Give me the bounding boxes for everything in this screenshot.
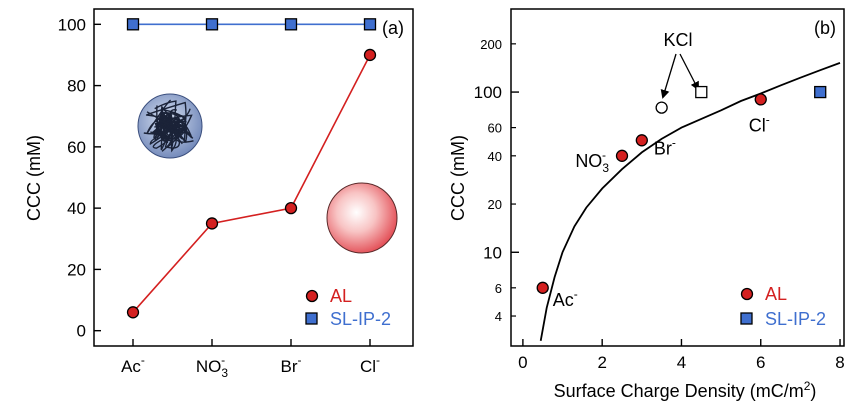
polymer-coated-particle-illustration xyxy=(137,93,203,159)
kcl-point xyxy=(655,101,668,114)
data-point xyxy=(205,217,219,230)
panel-a-series xyxy=(126,18,377,319)
x-tick-label: 6 xyxy=(756,353,765,372)
y-minor-tick-label: 60 xyxy=(488,121,502,136)
data-point-label: Ac- xyxy=(553,287,578,310)
legend-b-slip2-label: SL-IP-2 xyxy=(765,309,826,329)
legend-al-marker xyxy=(305,289,319,303)
panel-b-y-axis: 10 100 4 6 20 40 60 200 xyxy=(474,37,519,324)
panel-b-x-axis-title: Surface Charge Density (mC/m2) xyxy=(554,379,817,401)
x-tick-label: 8 xyxy=(835,353,844,372)
x-tick-label: 0 xyxy=(518,353,527,372)
y-tick-label: 20 xyxy=(67,260,86,279)
legend-b-slip2-marker xyxy=(740,312,753,325)
data-point-label: NO3- xyxy=(575,148,609,175)
panel-a-legend: AL SL-IP-2 xyxy=(305,286,391,329)
data-point xyxy=(284,201,298,215)
panel-b-series xyxy=(536,85,827,294)
legend-b-al-marker xyxy=(740,287,754,301)
legend-b-al-label: AL xyxy=(765,284,787,304)
y-minor-tick-label: 20 xyxy=(488,197,502,212)
kcl-arrow-left xyxy=(660,53,677,99)
bare-particle-illustration xyxy=(326,182,398,254)
fit-curve xyxy=(539,62,841,341)
panel-a-y-axis-title: CCC (mM) xyxy=(24,135,44,221)
x-tick-label: Br- xyxy=(281,353,302,376)
panel-a-frame xyxy=(93,8,414,347)
x-tick-label: NO3- xyxy=(196,353,229,380)
data-point-label: Br- xyxy=(654,135,676,158)
y-minor-tick-label: 200 xyxy=(480,37,502,52)
panel-a-x-axis: Ac- NO3- Br- Cl- xyxy=(121,339,380,380)
kcl-label: KCl xyxy=(663,30,692,50)
x-tick-label: Ac- xyxy=(121,353,145,376)
data-point xyxy=(205,18,219,31)
kcl-annotation: KCl xyxy=(660,30,699,99)
y-minor-tick-label: 4 xyxy=(495,309,502,324)
panel-b: (b) CCC (mM) Surface Charge Density (mC/… xyxy=(448,8,845,401)
kcl-arrow-right xyxy=(679,53,699,91)
kcl-point xyxy=(695,85,708,99)
data-point-label: Cl- xyxy=(749,112,770,135)
y-minor-tick-label: 40 xyxy=(488,149,502,164)
data-point xyxy=(126,306,140,319)
y-tick-label: 100 xyxy=(58,15,86,34)
data-point xyxy=(126,18,140,31)
data-point xyxy=(536,281,549,294)
data-point xyxy=(814,85,827,99)
y-tick-label: 10 xyxy=(483,243,502,262)
panel-b-x-axis: 0 2 4 6 8 xyxy=(518,339,845,372)
y-tick-label: 100 xyxy=(474,83,502,102)
x-tick-label: 2 xyxy=(597,353,606,372)
y-tick-label: 0 xyxy=(77,322,86,341)
panel-b-y-axis-title: CCC (mM) xyxy=(448,135,468,221)
data-point xyxy=(615,149,629,162)
y-tick-label: 60 xyxy=(67,138,86,157)
panel-a-tag: (a) xyxy=(382,18,404,38)
panel-b-frame xyxy=(510,8,845,347)
series-line xyxy=(132,54,371,313)
y-tick-label: 40 xyxy=(67,199,86,218)
x-tick-label: Cl- xyxy=(360,353,380,376)
y-tick-label: 80 xyxy=(67,77,86,96)
data-point xyxy=(754,93,767,106)
x-tick-label: 4 xyxy=(677,353,686,372)
legend-slip2-label: SL-IP-2 xyxy=(330,309,391,329)
legend-al-label: AL xyxy=(330,286,352,306)
panel-b-tag: (b) xyxy=(814,18,836,38)
legend-slip2-marker xyxy=(305,312,318,325)
panel-b-point-labels: Ac- NO3- Br- Cl- xyxy=(553,112,770,309)
data-point xyxy=(363,48,377,62)
data-point xyxy=(363,18,377,31)
panel-b-legend: AL SL-IP-2 xyxy=(740,284,826,329)
data-point xyxy=(284,18,298,31)
data-point xyxy=(635,134,648,147)
panel-a-y-axis: 0 20 40 60 80 100 xyxy=(58,15,101,341)
y-minor-tick-label: 6 xyxy=(495,281,502,296)
